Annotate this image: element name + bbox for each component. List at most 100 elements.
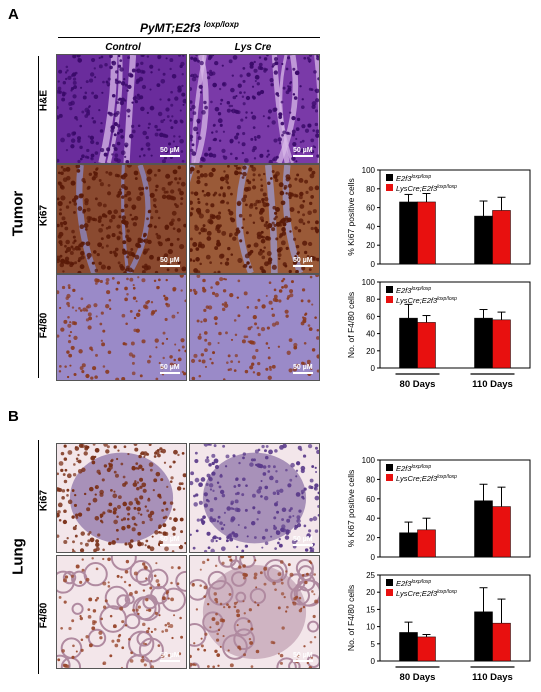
- legend-label: LysCre;E2f3loxp/loxp: [396, 296, 457, 305]
- panel-a-letter: A: [8, 6, 19, 23]
- y-tick-label: 0: [371, 260, 376, 269]
- y-tick-label: 5: [371, 640, 376, 649]
- x-category-label: 110 Days: [472, 672, 513, 683]
- scale-bar: 50 µM: [160, 536, 180, 546]
- legend-swatch: [386, 296, 393, 303]
- image-tumor-ki67-control: [56, 164, 187, 274]
- y-tick-label: 40: [366, 222, 375, 231]
- image-tumor-f480-lyscre: [189, 274, 320, 381]
- row-label-ki67: Ki67: [38, 489, 50, 512]
- chart-b-f480: 0 5 10 15 20 25 No. of F4/80 cells 80 Days 110 D…: [336, 565, 536, 687]
- bar-lyscre: [417, 201, 436, 265]
- scale-bar: 50 µM: [160, 147, 180, 157]
- bar-lyscre: [492, 210, 511, 265]
- y-axis-label: No. of F4/80 cells: [346, 292, 356, 358]
- bar-e2f3: [474, 215, 493, 265]
- bar-e2f3: [399, 532, 418, 558]
- bar-lyscre: [492, 319, 511, 369]
- scale-bar: 50 µM: [293, 147, 313, 157]
- bar-lyscre: [417, 529, 436, 558]
- legend-label: LysCre;E2f3loxp/loxp: [396, 184, 457, 193]
- bar-lyscre: [417, 636, 436, 662]
- y-tick-label: 100: [362, 456, 376, 465]
- bar-e2f3: [474, 317, 493, 369]
- legend-swatch: [386, 589, 393, 596]
- y-tick-label: 40: [366, 330, 375, 339]
- row-label-f480: F4/80: [38, 312, 50, 339]
- panel-a-title: PyMT;E2f3 loxp/loxp: [140, 20, 239, 35]
- col-label-lyscre: Lys Cre: [234, 42, 272, 53]
- y-tick-label: 80: [366, 475, 375, 484]
- y-tick-label: 100: [362, 166, 376, 175]
- x-category-label: 80 Days: [400, 672, 436, 683]
- scale-bar: 50 µM: [160, 364, 180, 374]
- y-tick-label: 60: [366, 312, 375, 321]
- y-axis-label: % Ki67 positive cells: [346, 470, 356, 547]
- bar-e2f3: [474, 611, 493, 662]
- legend-label: E2f3loxp/loxp: [396, 464, 431, 473]
- side-label-lung: Lung: [9, 538, 27, 575]
- image-tumor-he-control: [56, 54, 187, 164]
- row-label-ki67: Ki67: [38, 204, 50, 227]
- bar-lyscre: [417, 322, 436, 369]
- legend-swatch: [386, 474, 393, 481]
- y-tick-label: 10: [366, 623, 375, 632]
- legend-label: E2f3loxp/loxp: [396, 579, 431, 588]
- y-tick-label: 20: [366, 347, 375, 356]
- bar-e2f3: [399, 632, 418, 662]
- image-lung-f480-control: [56, 555, 187, 669]
- image-tumor-f480-control: [56, 274, 187, 381]
- bar-e2f3: [474, 500, 493, 558]
- bar-lyscre: [492, 506, 511, 558]
- bar-e2f3: [399, 317, 418, 369]
- chart-a-f480: 0 20 40 60 80 100 No. of F4/80 cells 80 Days 110…: [336, 272, 536, 394]
- bar-lyscre: [492, 622, 511, 662]
- scale-bar: 50 µM: [160, 652, 180, 662]
- title-divider: [58, 37, 320, 38]
- legend-label: E2f3loxp/loxp: [396, 174, 431, 183]
- scale-bar: 50 µM: [293, 257, 313, 267]
- plot-frame: [379, 459, 531, 558]
- plot-frame: [379, 169, 531, 265]
- row-label-he: H&E: [38, 89, 50, 112]
- y-tick-label: 15: [366, 605, 375, 614]
- row-divider-a: [38, 56, 39, 378]
- col-label-control: Control: [105, 42, 141, 53]
- y-tick-label: 100: [362, 278, 376, 287]
- image-lung-ki67-lyscre: [189, 443, 320, 553]
- y-axis-label: No. of F4/80 cells: [346, 585, 356, 651]
- y-tick-label: 80: [366, 185, 375, 194]
- y-tick-label: 60: [366, 204, 375, 213]
- y-tick-label: 0: [371, 553, 376, 562]
- y-tick-label: 20: [366, 534, 375, 543]
- image-lung-f480-lyscre: [189, 555, 320, 669]
- legend-label: LysCre;E2f3loxp/loxp: [396, 589, 457, 598]
- plot-frame: [379, 574, 531, 662]
- y-tick-label: 0: [371, 364, 376, 373]
- scale-bar: 50 µM: [160, 257, 180, 267]
- chart-a-ki67: 0 20 40 60 80 100 % Ki67 positive cells E2f3lox…: [336, 160, 536, 272]
- image-lung-ki67-control: [56, 443, 187, 553]
- scale-bar: 50 µM: [293, 364, 313, 374]
- y-tick-label: 40: [366, 514, 375, 523]
- legend-swatch: [386, 286, 393, 293]
- side-label-tumor: Tumor: [9, 190, 27, 237]
- y-tick-label: 25: [366, 571, 375, 580]
- image-tumor-ki67-lyscre: [189, 164, 320, 274]
- x-category-label: 110 Days: [472, 379, 513, 390]
- image-tumor-he-lyscre: [189, 54, 320, 164]
- y-tick-label: 20: [366, 588, 375, 597]
- y-tick-label: 60: [366, 495, 375, 504]
- row-label-f480: F4/80: [38, 602, 50, 629]
- y-tick-label: 80: [366, 295, 375, 304]
- row-divider-b: [38, 440, 39, 674]
- legend-swatch: [386, 579, 393, 586]
- bar-e2f3: [399, 201, 418, 265]
- legend-label: E2f3loxp/loxp: [396, 286, 431, 295]
- chart-b-ki67: 0 20 40 60 80 100 % Ki67 positive cells E2f3lox…: [336, 450, 536, 565]
- y-tick-label: 20: [366, 241, 375, 250]
- legend-swatch: [386, 174, 393, 181]
- x-category-label: 80 Days: [400, 379, 436, 390]
- scale-bar: 50 µM: [293, 536, 313, 546]
- legend-label: LysCre;E2f3loxp/loxp: [396, 474, 457, 483]
